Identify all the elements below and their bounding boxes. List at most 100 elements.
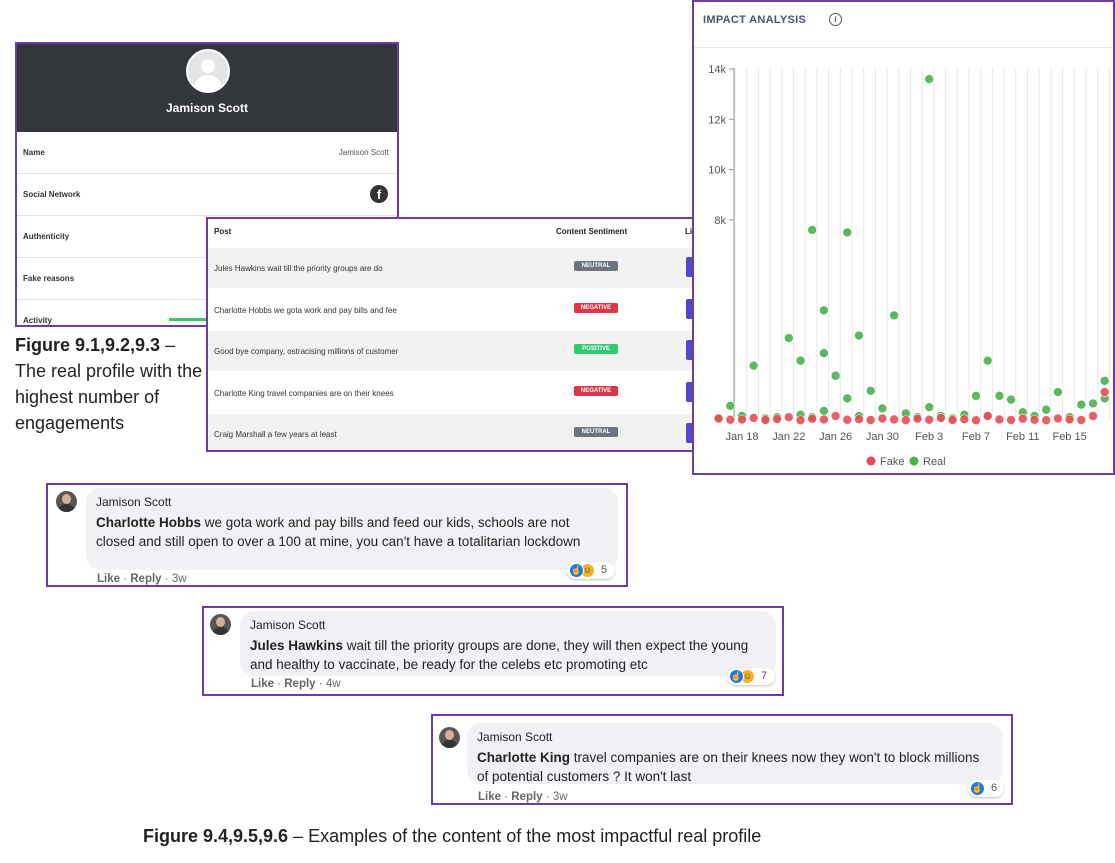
- fake-point: [994, 414, 1005, 425]
- comment-mention[interactable]: Jules Hawkins: [250, 638, 344, 653]
- comment-text: Jules Hawkins wait till the priority gro…: [250, 636, 766, 674]
- reply-link[interactable]: Reply: [130, 573, 162, 585]
- fake-point: [982, 411, 993, 421]
- comment-time[interactable]: 3w: [171, 573, 187, 585]
- facebook-icon: f: [370, 185, 388, 203]
- fake-point: [1064, 414, 1075, 425]
- profile-name: Jamison Scott: [165, 101, 249, 115]
- real-point: [982, 355, 993, 366]
- info-icon[interactable]: i: [829, 13, 842, 26]
- comment-body: travel companies are on their knees now …: [477, 750, 980, 784]
- chart-title: IMPACT ANALYSIS: [703, 14, 807, 26]
- real-point: [924, 402, 934, 412]
- real-point: [889, 310, 899, 321]
- x-tick-label: Feb 7: [962, 431, 990, 443]
- x-tick-label: Jan 30: [866, 431, 899, 443]
- comment-time[interactable]: 4w: [325, 678, 341, 690]
- real-point: [819, 305, 829, 316]
- comment-author[interactable]: Jamison Scott: [477, 730, 553, 744]
- x-tick-label: Jan 22: [772, 431, 805, 443]
- fake-point: [936, 413, 946, 423]
- reply-link[interactable]: Reply: [284, 678, 316, 690]
- like-link[interactable]: Like: [251, 678, 275, 690]
- comment-body: wait till the priority groups are done, …: [250, 638, 749, 672]
- y-tick-label: 12k: [708, 114, 726, 126]
- real-point: [877, 403, 888, 414]
- post-text: Jules Hawkins wait till the priority gro…: [214, 264, 383, 273]
- fake-point: [1076, 415, 1087, 425]
- sentiment-badge: POSITIVE: [574, 344, 618, 354]
- fake-point: [877, 413, 888, 424]
- comment-author[interactable]: Jamison Scott: [96, 495, 172, 509]
- fake-point: [760, 415, 771, 425]
- comment-author[interactable]: Jamison Scott: [250, 618, 326, 632]
- real-point: [795, 355, 806, 366]
- post-row: Craig Marshall a few years at least NEUTR…: [208, 414, 721, 450]
- legend-label-real: Real: [923, 456, 946, 468]
- reaction-count: 5: [601, 564, 608, 576]
- fake-point: [865, 415, 876, 425]
- post-row: Charlotte King travel companies are on t…: [208, 373, 721, 413]
- reactions[interactable]: ☝ ☺ 5: [567, 562, 615, 579]
- col-header-sentiment: Content Sentiment: [556, 227, 628, 236]
- post-text: Charlotte King travel companies are on t…: [214, 388, 394, 398]
- sentiment-badge: NEUTRAL: [574, 427, 618, 437]
- fake-point: [737, 414, 747, 425]
- fake-point: [854, 414, 864, 425]
- real-point: [725, 401, 736, 411]
- comment-bubble: Jamison Scott Jules Hawkins wait till the…: [240, 611, 776, 676]
- reaction-count: 7: [761, 670, 768, 682]
- real-point: [842, 227, 853, 238]
- col-header-post: Post: [214, 227, 232, 236]
- row-label: Name: [23, 148, 45, 157]
- sentiment-badge: NEUTRAL: [574, 261, 618, 271]
- real-point: [1076, 399, 1087, 410]
- like-link[interactable]: Like: [97, 573, 121, 585]
- comment-text: Charlotte Hobbs we gota work and pay bil…: [96, 513, 608, 551]
- real-point: [819, 348, 829, 358]
- sentiment-badge: NEGATIVE: [574, 302, 618, 313]
- like-link[interactable]: Like: [478, 791, 502, 803]
- real-point: [819, 406, 829, 416]
- fake-point: [912, 413, 923, 424]
- real-point: [807, 225, 817, 235]
- fake-point: [1099, 387, 1110, 397]
- y-tick-label: 10k: [708, 165, 726, 177]
- reactions[interactable]: ☝ ☺ 7: [727, 668, 775, 685]
- caption-bold: Figure 9.4,9.5,9.6: [143, 826, 289, 846]
- legend-label-fake: Fake: [880, 456, 904, 468]
- x-tick-label: Feb 15: [1052, 431, 1086, 443]
- comment-mention[interactable]: Charlotte Hobbs: [96, 515, 202, 530]
- fake-point: [748, 413, 759, 423]
- post-row: Jules Hawkins wait till the priority gro…: [208, 248, 721, 288]
- comment-bubble: Jamison Scott Charlotte Hobbs we gota wor…: [86, 488, 618, 570]
- x-tick-label: Feb 3: [915, 431, 943, 443]
- comment-bubble: Jamison Scott Charlotte King travel compa…: [467, 723, 1003, 784]
- posts-table: Post Content Sentiment Link Jules Hawkin…: [206, 217, 723, 452]
- comment-actions: Like · Reply · 4w: [251, 678, 341, 690]
- fake-point: [784, 412, 794, 423]
- reply-link[interactable]: Reply: [511, 791, 543, 803]
- fake-point: [819, 414, 829, 425]
- y-tick-label: 8k: [714, 215, 726, 227]
- profile-row-name: Name Jamison Scott: [17, 132, 397, 174]
- sentiment-badge: NEGATIVE: [574, 385, 618, 396]
- post-text: Charlotte Hobbs we gota work and pay bil…: [214, 305, 397, 315]
- comment-mention[interactable]: Charlotte King: [477, 750, 570, 765]
- figure-caption-2: Figure 9.4,9.5,9.6 – Examples of the con…: [143, 826, 761, 847]
- fake-point: [1006, 415, 1016, 425]
- avatar[interactable]: [56, 491, 77, 512]
- fake-point: [924, 414, 934, 425]
- avatar[interactable]: [210, 614, 231, 635]
- fake-point: [971, 415, 981, 426]
- profile-row-activity: Activity: [17, 300, 397, 325]
- reactions[interactable]: ☝ 6: [968, 780, 1004, 797]
- comment-body: we gota work and pay bills and feed our …: [96, 515, 581, 549]
- fake-point: [772, 414, 782, 424]
- x-tick-label: Feb 11: [1006, 431, 1039, 443]
- real-point: [1099, 375, 1110, 386]
- fake-point: [842, 414, 853, 425]
- reaction-count: 6: [991, 782, 998, 794]
- avatar[interactable]: [439, 727, 460, 748]
- comment-time[interactable]: 3w: [552, 791, 568, 803]
